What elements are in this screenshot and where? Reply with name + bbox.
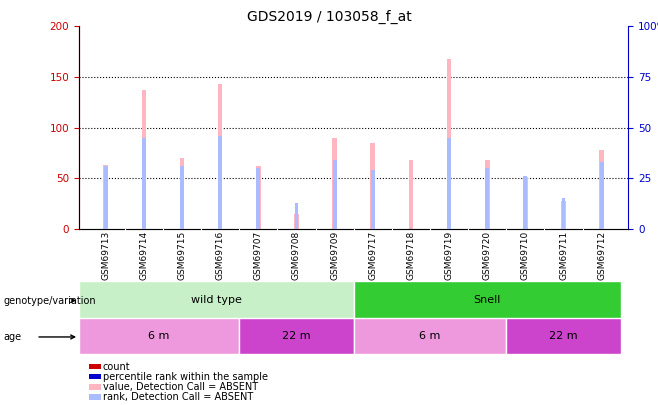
Bar bbox=[370, 143, 375, 229]
Bar bbox=[333, 160, 336, 229]
Text: percentile rank within the sample: percentile rank within the sample bbox=[103, 372, 268, 382]
Bar bbox=[524, 176, 527, 229]
Bar bbox=[180, 158, 184, 229]
Bar bbox=[506, 318, 620, 354]
Bar bbox=[218, 84, 222, 229]
Bar bbox=[79, 281, 354, 318]
Bar bbox=[486, 168, 489, 229]
Bar bbox=[103, 165, 108, 229]
Bar bbox=[256, 166, 261, 229]
Text: rank, Detection Call = ABSENT: rank, Detection Call = ABSENT bbox=[103, 392, 253, 402]
Bar bbox=[180, 166, 184, 229]
Bar bbox=[600, 162, 603, 229]
Bar bbox=[142, 138, 145, 229]
Text: genotype/variation: genotype/variation bbox=[3, 296, 96, 305]
Bar bbox=[257, 168, 260, 229]
Text: GSM69712: GSM69712 bbox=[597, 230, 606, 279]
Text: value, Detection Call = ABSENT: value, Detection Call = ABSENT bbox=[103, 382, 258, 392]
Text: GSM69711: GSM69711 bbox=[559, 230, 568, 280]
Text: 22 m: 22 m bbox=[549, 331, 578, 341]
Bar bbox=[599, 150, 604, 229]
Text: GSM69708: GSM69708 bbox=[292, 230, 301, 280]
Bar bbox=[240, 318, 354, 354]
Bar bbox=[79, 318, 240, 354]
Bar bbox=[447, 138, 451, 229]
Text: GSM69718: GSM69718 bbox=[407, 230, 415, 280]
Text: GSM69710: GSM69710 bbox=[521, 230, 530, 280]
Text: GSM69713: GSM69713 bbox=[101, 230, 110, 280]
Bar bbox=[447, 59, 451, 229]
Text: age: age bbox=[3, 332, 22, 342]
Bar bbox=[409, 160, 413, 229]
Bar bbox=[354, 318, 506, 354]
Text: 22 m: 22 m bbox=[282, 331, 311, 341]
Bar bbox=[104, 166, 107, 229]
Bar bbox=[561, 201, 566, 229]
Bar bbox=[485, 160, 490, 229]
Bar bbox=[523, 177, 528, 229]
Bar bbox=[218, 136, 222, 229]
Bar bbox=[562, 198, 565, 229]
Text: GSM69719: GSM69719 bbox=[445, 230, 453, 280]
Text: GSM69717: GSM69717 bbox=[368, 230, 377, 280]
Text: GSM69709: GSM69709 bbox=[330, 230, 339, 280]
Text: GSM69720: GSM69720 bbox=[483, 230, 492, 279]
Bar bbox=[354, 281, 620, 318]
Text: 6 m: 6 m bbox=[149, 331, 170, 341]
Text: GSM69707: GSM69707 bbox=[254, 230, 263, 280]
Bar bbox=[371, 170, 374, 229]
Bar bbox=[332, 138, 337, 229]
Text: GSM69716: GSM69716 bbox=[216, 230, 224, 280]
Text: GDS2019 / 103058_f_at: GDS2019 / 103058_f_at bbox=[247, 10, 411, 24]
Bar bbox=[141, 90, 146, 229]
Text: GSM69715: GSM69715 bbox=[178, 230, 186, 280]
Bar bbox=[294, 214, 299, 229]
Bar bbox=[295, 202, 298, 229]
Text: 6 m: 6 m bbox=[419, 331, 441, 341]
Text: Snell: Snell bbox=[474, 295, 501, 305]
Text: count: count bbox=[103, 362, 130, 371]
Text: wild type: wild type bbox=[191, 295, 241, 305]
Text: GSM69714: GSM69714 bbox=[139, 230, 148, 279]
